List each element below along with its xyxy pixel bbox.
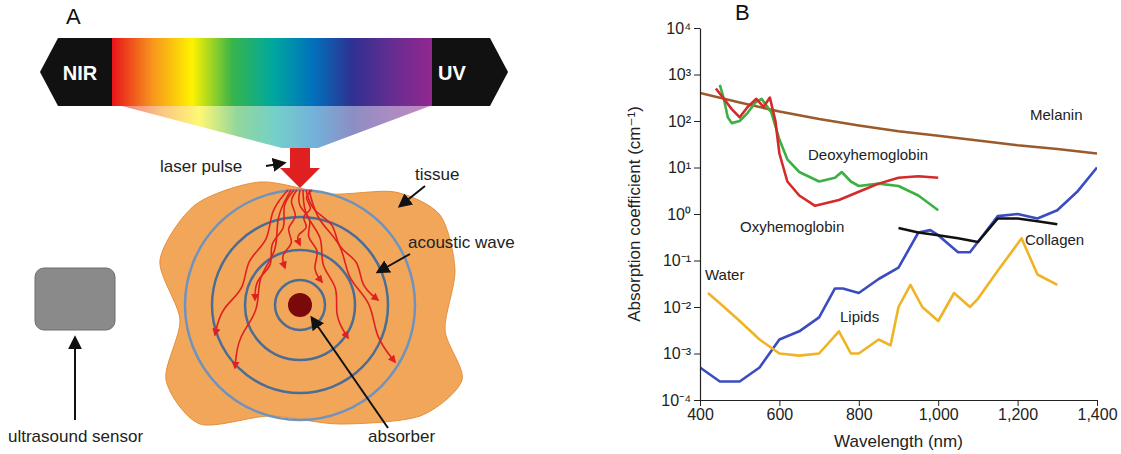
plot-lines	[700, 85, 1097, 382]
series-label: Deoxyhemoglobin	[808, 146, 928, 163]
photon-path	[283, 190, 297, 268]
tick-label: 10⁰	[667, 206, 691, 223]
y-tick: 10⁻⁴	[661, 392, 700, 409]
series-label: Lipids	[840, 308, 879, 325]
panel-letter: A	[66, 4, 81, 29]
tick-mark	[694, 121, 700, 122]
y-tick: 10¹	[668, 159, 700, 176]
tick-label: 10¹	[668, 159, 691, 176]
acoustic-wave	[185, 190, 415, 420]
y-axis: 10⁻⁴ 10⁻³ 10⁻² 10⁻¹ 10⁰ 10¹ 10² 10³ 10⁴	[661, 20, 700, 409]
x-tick: 400	[687, 400, 714, 423]
tick-mark	[1018, 400, 1019, 406]
tick-mark	[694, 28, 700, 29]
photon-path	[303, 190, 348, 338]
x-axis-title: Wavelength (nm)	[834, 432, 963, 451]
tick-mark	[779, 400, 780, 406]
y-tick: 10⁻¹	[663, 252, 700, 269]
tissue	[160, 182, 463, 425]
tick-label: 1,400	[1077, 406, 1117, 423]
tick-mark	[694, 214, 700, 215]
y-axis-title: Absorption coefficient (cm⁻¹)	[625, 106, 644, 322]
x-tick: 800	[846, 400, 873, 423]
tick-label: 10⁴	[666, 20, 691, 37]
diagram-label: tissue	[415, 165, 459, 184]
spectrum-bar	[40, 38, 508, 106]
x-tick: 1,000	[919, 400, 959, 423]
y-tick: 10⁻²	[663, 299, 700, 316]
spectrum-label: UV	[438, 62, 466, 84]
pointer-arrow	[74, 338, 76, 420]
photon-path	[215, 190, 288, 335]
series-label: Collagen	[1025, 231, 1084, 248]
acoustic-wave	[245, 250, 355, 360]
tick-label: 10⁻⁴	[661, 392, 691, 409]
tick-mark	[700, 400, 701, 406]
photon-path	[298, 190, 312, 245]
pointer-arrow	[312, 318, 388, 428]
series-label: Oxyhemoglobin	[740, 218, 844, 235]
diagram-label: laser pulse	[160, 157, 242, 176]
pointer-arrow	[266, 163, 284, 166]
diagram-label: ultrasound sensor	[8, 427, 143, 446]
series-line	[700, 168, 1097, 382]
laser-arrow	[280, 148, 320, 188]
acoustic-wave	[275, 280, 325, 330]
pointer-arrow	[378, 254, 410, 272]
absorber	[288, 293, 312, 317]
tick-label: 1,000	[919, 406, 959, 423]
y-tick: 10²	[668, 113, 700, 130]
tick-label: 400	[687, 406, 714, 423]
panel-letter: B	[735, 0, 750, 25]
diagram-label: acoustic wave	[408, 233, 515, 252]
y-tick: 10⁴	[666, 20, 700, 37]
photon-path	[235, 190, 291, 368]
tick-label: 1,200	[998, 406, 1038, 423]
diagram-panel: NIR UV laser pulse tissue acoustic wave absor…	[8, 38, 515, 446]
pointer-arrow	[400, 186, 425, 206]
tick-mark	[694, 261, 700, 262]
series-label: Melanin	[1030, 106, 1083, 123]
tick-mark	[694, 307, 700, 308]
x-axis: 400 600 800 1,000 1,200 1,400	[687, 400, 1117, 423]
tick-mark	[1097, 400, 1098, 406]
tick-label: 10⁻³	[663, 345, 692, 362]
tick-label: 10²	[668, 113, 692, 130]
tick-label: 10⁻¹	[663, 252, 691, 269]
x-tick: 600	[767, 400, 794, 423]
tick-mark	[694, 354, 700, 355]
photon-path	[255, 190, 294, 300]
tick-mark	[938, 400, 939, 406]
tick-mark	[859, 400, 860, 406]
axis-line	[700, 29, 701, 401]
tick-mark	[694, 400, 700, 401]
tick-label: 800	[846, 406, 873, 423]
series-line	[716, 88, 938, 205]
diagram-label: absorber	[368, 427, 435, 446]
tick-label: 10³	[668, 66, 692, 83]
spectrum-colors	[112, 38, 432, 106]
y-tick: 10⁻³	[663, 345, 700, 362]
y-tick: 10³	[668, 66, 700, 83]
spectrum-label: NIR	[63, 62, 98, 84]
tick-label: 10⁻²	[663, 299, 692, 316]
tick-mark	[694, 168, 700, 169]
photon-path	[306, 190, 378, 300]
chart-panel: 400 600 800 1,000 1,200 1,400 10⁻⁴ 10⁻³ 10⁻² 10⁻¹…	[625, 20, 1118, 451]
axis-line	[701, 400, 1098, 401]
light-beam	[122, 106, 430, 148]
y-tick: 10⁰	[667, 206, 700, 223]
ultrasound-sensor	[35, 268, 115, 330]
photon-path	[309, 190, 395, 362]
x-tick: 1,400	[1077, 400, 1117, 423]
x-tick: 1,200	[998, 400, 1038, 423]
tick-label: 600	[767, 406, 794, 423]
series-label: Water	[705, 266, 744, 283]
tick-mark	[694, 75, 700, 76]
figure: A B NIR UV laser pulse tissue acoustic wave abs…	[0, 0, 1121, 454]
series-line	[708, 238, 1057, 355]
